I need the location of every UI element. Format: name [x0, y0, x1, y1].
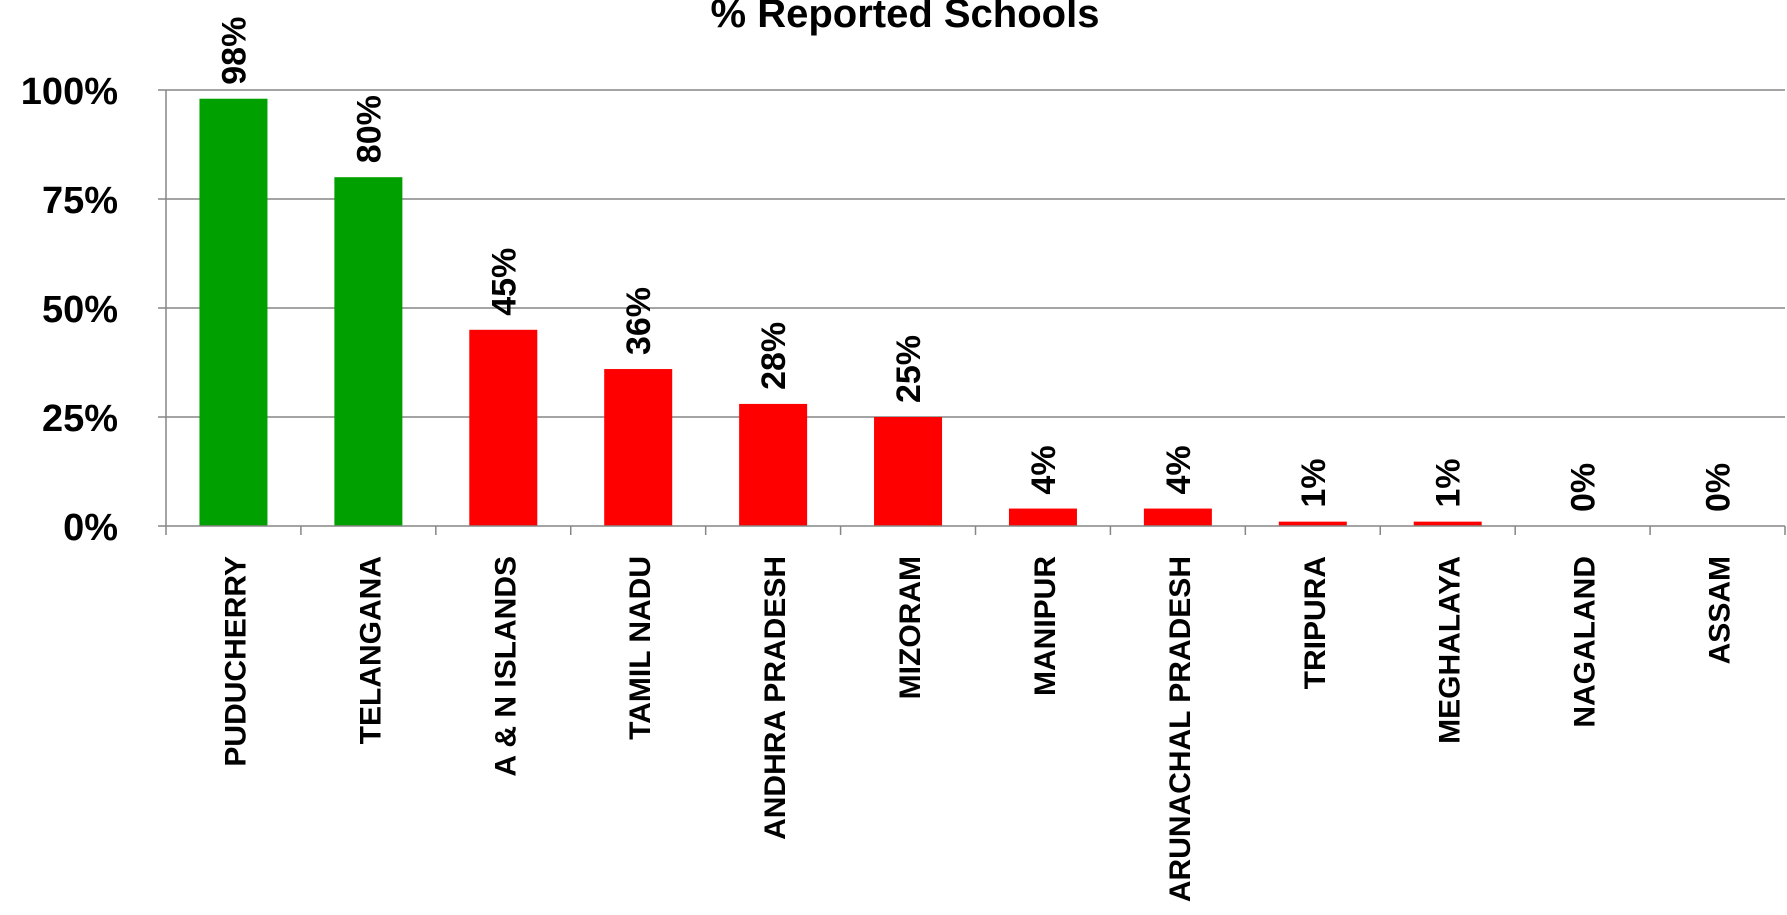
data-label: 0%: [1700, 463, 1738, 512]
x-tick-label: NAGALAND: [1569, 556, 1602, 728]
data-label: 80%: [350, 95, 388, 163]
x-tick-label: ASSAM: [1704, 556, 1737, 664]
data-label: 4%: [1160, 445, 1198, 494]
x-axis-tick-labels: PUDUCHERRY TELANGANA A & N ISLANDS TAMIL NA…: [219, 556, 1736, 902]
x-tick-label: MEGHALAYA: [1434, 556, 1467, 744]
x-tick-label: ARUNACHAL PRADESH: [1164, 556, 1197, 902]
bar: [604, 369, 673, 526]
bar: [1413, 521, 1482, 526]
bar: [469, 329, 538, 526]
x-tick-label: PUDUCHERRY: [219, 556, 252, 767]
y-tick-label: 100%: [21, 71, 118, 113]
x-tick-label: ANDHRA PRADESH: [759, 556, 792, 840]
bar: [874, 417, 943, 526]
chart-title: % Reported Schools: [711, 0, 1100, 36]
data-label: 45%: [485, 248, 523, 316]
x-tick-label: A & N ISLANDS: [489, 556, 522, 777]
y-tick-label: 75%: [42, 180, 118, 222]
data-label: 1%: [1295, 458, 1333, 507]
y-axis-tick-labels: 0% 25% 50% 75% 100%: [21, 71, 118, 549]
data-label: 36%: [620, 287, 658, 355]
data-label: 98%: [215, 17, 253, 85]
x-tick-label: TRIPURA: [1299, 556, 1332, 689]
bar: [1008, 508, 1077, 526]
bar: [334, 177, 403, 526]
x-axis: [158, 89, 1786, 535]
data-label: 25%: [890, 335, 928, 403]
data-label: 4%: [1025, 445, 1063, 494]
gridlines: [166, 89, 1785, 418]
bar: [199, 98, 268, 526]
y-tick-label: 0%: [63, 507, 118, 549]
bar: [1278, 521, 1347, 526]
x-tick-label: TELANGANA: [354, 556, 387, 744]
x-tick-label: MANIPUR: [1029, 556, 1062, 696]
data-labels: 98% 80% 45% 36% 28% 25% 4% 4% 1% 1% 0% 0%: [215, 17, 1737, 512]
data-label: 28%: [755, 322, 793, 390]
bars: [199, 98, 1752, 526]
bar: [739, 403, 808, 526]
x-tick-label: TAMIL NADU: [624, 556, 657, 740]
y-tick-label: 25%: [42, 398, 118, 440]
data-label: 1%: [1430, 458, 1468, 507]
data-label: 0%: [1565, 463, 1603, 512]
y-tick-label: 50%: [42, 289, 118, 331]
bar: [1143, 508, 1212, 526]
x-tick-label: MIZORAM: [894, 556, 927, 699]
